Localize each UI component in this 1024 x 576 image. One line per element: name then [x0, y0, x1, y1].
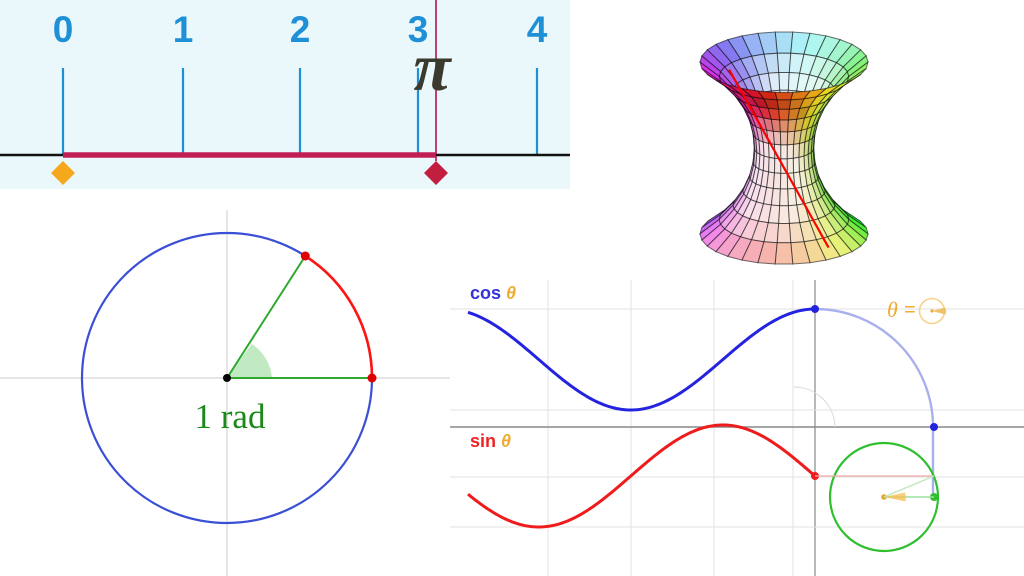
svg-text:cos θ: cos θ: [470, 283, 516, 303]
svg-text:4: 4: [527, 9, 548, 50]
svg-text:=: =: [904, 299, 916, 321]
svg-text:θ: θ: [887, 297, 898, 322]
svg-text:0: 0: [53, 9, 74, 50]
svg-text:1 rad: 1 rad: [195, 397, 266, 436]
svg-text:sin θ: sin θ: [470, 431, 511, 451]
svg-text:2: 2: [290, 9, 311, 50]
svg-text:1: 1: [173, 9, 194, 50]
svg-text:π: π: [413, 29, 452, 105]
